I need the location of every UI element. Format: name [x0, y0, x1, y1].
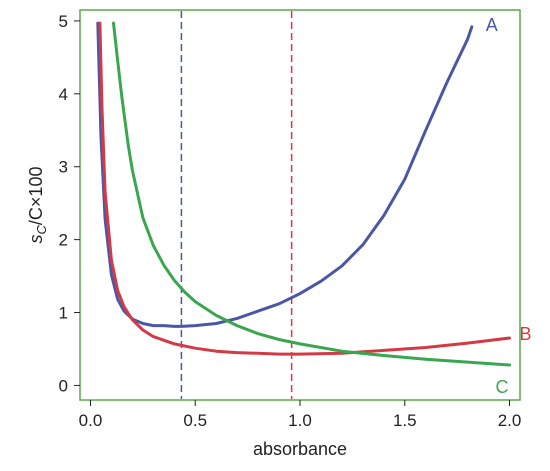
- series-label-b: B: [520, 324, 532, 344]
- y-tick-label: 1: [59, 304, 68, 323]
- reference-lines: [180, 11, 293, 399]
- series-line-a: [96, 21, 474, 328]
- x-tick-label: 0.5: [183, 411, 207, 430]
- y-axis: 0 1 2 3 4 5: [59, 12, 80, 395]
- y-axis-title-rest: /C×100: [26, 167, 46, 226]
- series-label-c: C: [496, 377, 509, 397]
- y-tick-label: 3: [59, 158, 68, 177]
- x-tick-label: 0.0: [79, 411, 103, 430]
- x-tick-label: 2.0: [498, 411, 522, 430]
- x-tick-label: 1.0: [288, 411, 312, 430]
- x-axis: 0.0 0.5 1.0 1.5 2.0: [79, 400, 522, 430]
- y-axis-title-sub: C: [34, 224, 49, 234]
- y-tick-label: 0: [59, 376, 68, 395]
- series-labels: A B C: [486, 15, 532, 397]
- x-tick-label: 1.5: [393, 411, 417, 430]
- y-axis-title-s: s: [26, 234, 46, 243]
- y-tick-label: 2: [59, 231, 68, 250]
- series-line-c: [112, 21, 511, 367]
- series-line-b: [98, 21, 511, 356]
- x-axis-title: absorbance: [253, 439, 347, 459]
- series-lines: [96, 21, 511, 367]
- y-tick-label: 4: [59, 85, 68, 104]
- y-axis-title: sC/C×100: [26, 167, 49, 244]
- series-label-a: A: [486, 15, 498, 35]
- y-tick-label: 5: [59, 12, 68, 31]
